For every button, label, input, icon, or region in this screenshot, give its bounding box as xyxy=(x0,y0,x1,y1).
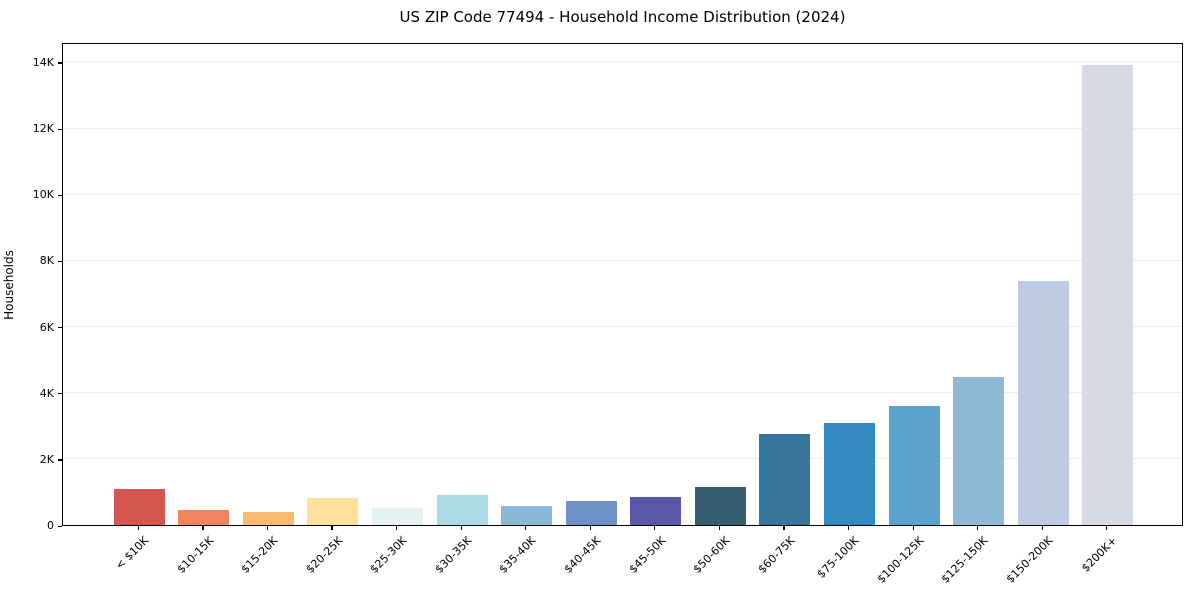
y-tick-label: 12K xyxy=(32,122,54,135)
bar xyxy=(888,406,940,525)
y-tick-mark xyxy=(58,327,62,329)
x-tick-mark xyxy=(460,526,462,530)
x-tick-mark xyxy=(718,526,721,530)
x-tick-mark xyxy=(783,526,785,530)
y-tick-mark xyxy=(58,459,62,461)
y-tick-mark xyxy=(58,62,62,64)
bar xyxy=(630,496,682,525)
x-tick-mark xyxy=(331,526,333,530)
x-tick-mark xyxy=(1106,526,1108,530)
x-tick-mark xyxy=(912,526,914,530)
bar xyxy=(694,486,746,525)
plot-area xyxy=(62,43,1183,526)
y-tick-mark xyxy=(58,525,62,527)
x-tick-mark xyxy=(589,526,591,530)
bar xyxy=(1082,65,1134,525)
y-tick-mark xyxy=(58,260,62,263)
chart-title: US ZIP Code 77494 - Household Income Dis… xyxy=(399,8,846,26)
y-tick-mark xyxy=(58,128,62,130)
y-tick-label: 2K xyxy=(39,452,54,466)
y-tick-label: 0 xyxy=(47,519,54,532)
bar xyxy=(953,377,1005,525)
y-tick-label: 6K xyxy=(39,320,54,334)
bar xyxy=(759,434,811,525)
y-tick-mark xyxy=(58,393,62,395)
gridline xyxy=(63,127,1182,129)
x-tick-mark xyxy=(202,526,204,530)
bar xyxy=(565,500,617,525)
x-tick-mark xyxy=(847,526,850,530)
bar xyxy=(501,505,553,525)
bar xyxy=(823,423,875,525)
bar xyxy=(307,497,359,525)
gridline xyxy=(63,326,1182,328)
y-tick-label: 14K xyxy=(32,55,54,69)
x-tick-mark xyxy=(137,526,139,530)
gridline xyxy=(63,392,1182,394)
x-tick-mark xyxy=(1041,526,1043,530)
gridline xyxy=(63,193,1182,195)
gridline xyxy=(63,458,1182,460)
bar xyxy=(372,507,424,525)
bar xyxy=(436,495,488,525)
bar xyxy=(242,511,294,525)
x-tick-mark xyxy=(525,526,527,530)
bar xyxy=(178,510,230,525)
y-tick-label: 4K xyxy=(39,386,54,400)
x-tick-mark xyxy=(977,526,979,530)
x-tick-mark xyxy=(396,526,398,530)
gridline xyxy=(63,259,1182,261)
y-tick-mark xyxy=(58,194,62,196)
y-tick-label: 10K xyxy=(32,188,54,202)
gridline xyxy=(63,61,1182,63)
bar xyxy=(113,488,165,525)
bar xyxy=(1017,280,1069,525)
x-tick-mark xyxy=(654,526,656,530)
y-tick-label: 8K xyxy=(39,254,54,268)
x-tick-mark xyxy=(266,526,269,530)
